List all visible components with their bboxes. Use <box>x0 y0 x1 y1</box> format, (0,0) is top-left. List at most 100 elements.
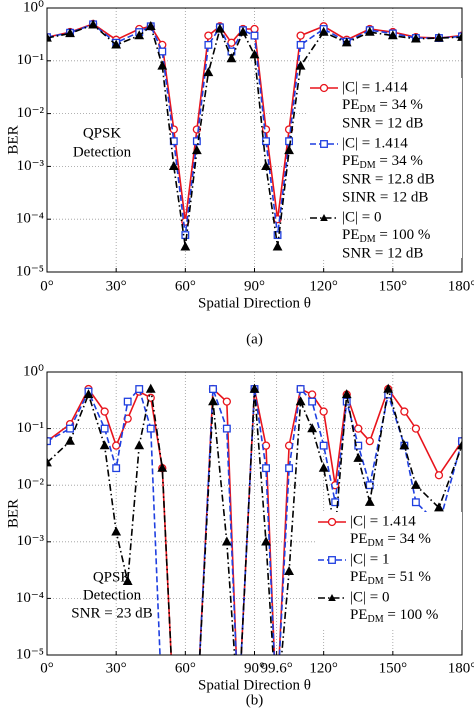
marker <box>145 20 156 30</box>
legend-note: PEDM = 34 % <box>350 531 431 549</box>
y-tick-label: 10⁻³ <box>17 158 45 174</box>
legend-marker <box>327 517 337 527</box>
marker <box>83 389 94 399</box>
marker <box>100 407 109 416</box>
marker <box>209 385 217 393</box>
legend-note: PEDM = 34 % <box>342 97 423 115</box>
marker <box>295 396 306 406</box>
marker <box>285 137 294 146</box>
marker <box>145 383 156 393</box>
marker <box>400 407 409 416</box>
legend-label: |C| = 1.414 <box>350 513 416 529</box>
marker <box>354 441 363 450</box>
legend-note: SNR = 12 dB <box>342 115 423 131</box>
x-tick-label: 30° <box>106 660 127 676</box>
marker <box>192 137 201 146</box>
legend-box <box>308 78 462 258</box>
y-tick-label: 10⁰ <box>23 363 44 379</box>
marker <box>157 462 168 472</box>
marker <box>457 440 462 450</box>
y-axis-label: BER <box>5 125 21 154</box>
y-axis-label: BER <box>5 499 21 528</box>
plot-area <box>47 19 462 251</box>
x-tick-label: 90° <box>244 278 265 294</box>
annotation: QPSK <box>93 569 132 585</box>
y-tick-label: 10⁻⁵ <box>16 263 44 279</box>
marker <box>66 424 75 433</box>
x-tick-label: 60° <box>175 278 196 294</box>
annotation: SNR = 23 dB <box>71 605 152 621</box>
y-tick-label: 10⁻⁴ <box>16 590 44 606</box>
marker <box>434 502 444 512</box>
x-tick-label: 120° <box>309 660 338 676</box>
marker <box>203 67 214 77</box>
y-tick-label: 10⁰ <box>23 0 44 15</box>
marker <box>295 60 306 70</box>
legend-note: PEDM = 100 % <box>342 227 430 245</box>
marker <box>318 462 329 472</box>
marker <box>250 31 259 40</box>
legend-note: SNR = 12 dB <box>342 245 423 261</box>
x-tick-label: 30° <box>106 278 127 294</box>
marker <box>181 231 190 240</box>
marker <box>250 24 259 34</box>
legend-note: SNR = 12.8 dB <box>342 171 435 187</box>
marker <box>111 526 122 536</box>
marker <box>285 464 294 473</box>
marker <box>47 457 52 467</box>
legend-note: SINR = 12 dB <box>342 189 428 205</box>
marker <box>249 383 260 393</box>
marker <box>238 26 248 36</box>
marker <box>204 40 213 49</box>
legend-label: |C| = 1.414 <box>342 135 408 151</box>
marker <box>123 397 132 406</box>
legend-marker <box>320 214 328 221</box>
x-tick-label: 180° <box>448 660 474 676</box>
marker <box>411 424 421 433</box>
marker <box>112 441 121 450</box>
x-tick-label: 99.6° <box>261 660 293 676</box>
marker <box>307 423 318 433</box>
legend-box <box>316 512 462 630</box>
marker <box>221 536 232 546</box>
legend-label: |C| = 0 <box>350 589 389 605</box>
marker <box>383 383 394 393</box>
marker <box>457 31 462 41</box>
x-tick-label: 150° <box>379 660 408 676</box>
marker <box>146 424 155 433</box>
marker <box>365 437 374 446</box>
marker <box>215 23 225 33</box>
caption: (b) <box>246 692 264 708</box>
marker <box>111 39 122 49</box>
marker <box>296 385 305 393</box>
marker <box>318 26 329 36</box>
marker <box>208 396 218 406</box>
marker <box>399 440 410 450</box>
marker <box>354 424 363 433</box>
marker <box>434 471 444 480</box>
marker <box>387 30 398 40</box>
marker <box>307 390 317 399</box>
marker <box>261 125 271 134</box>
x-tick-label: 150° <box>379 278 408 294</box>
marker <box>365 481 374 490</box>
x-tick-label: 60° <box>175 660 196 676</box>
marker <box>65 28 75 38</box>
marker <box>284 566 294 576</box>
marker <box>364 26 375 36</box>
marker <box>122 575 133 586</box>
annotation: QPSK <box>83 125 122 141</box>
legend-label: |C| = 1.414 <box>342 79 408 95</box>
y-tick-label: 10⁻¹ <box>17 420 44 436</box>
marker <box>112 464 121 473</box>
x-tick-label: 0° <box>40 660 54 676</box>
marker <box>284 145 294 155</box>
marker <box>222 424 231 433</box>
marker <box>341 389 352 399</box>
marker <box>410 33 421 43</box>
marker <box>273 231 282 240</box>
marker <box>272 241 283 251</box>
marker <box>319 441 328 450</box>
marker <box>65 435 75 445</box>
y-tick-label: 10⁻⁵ <box>16 646 44 662</box>
